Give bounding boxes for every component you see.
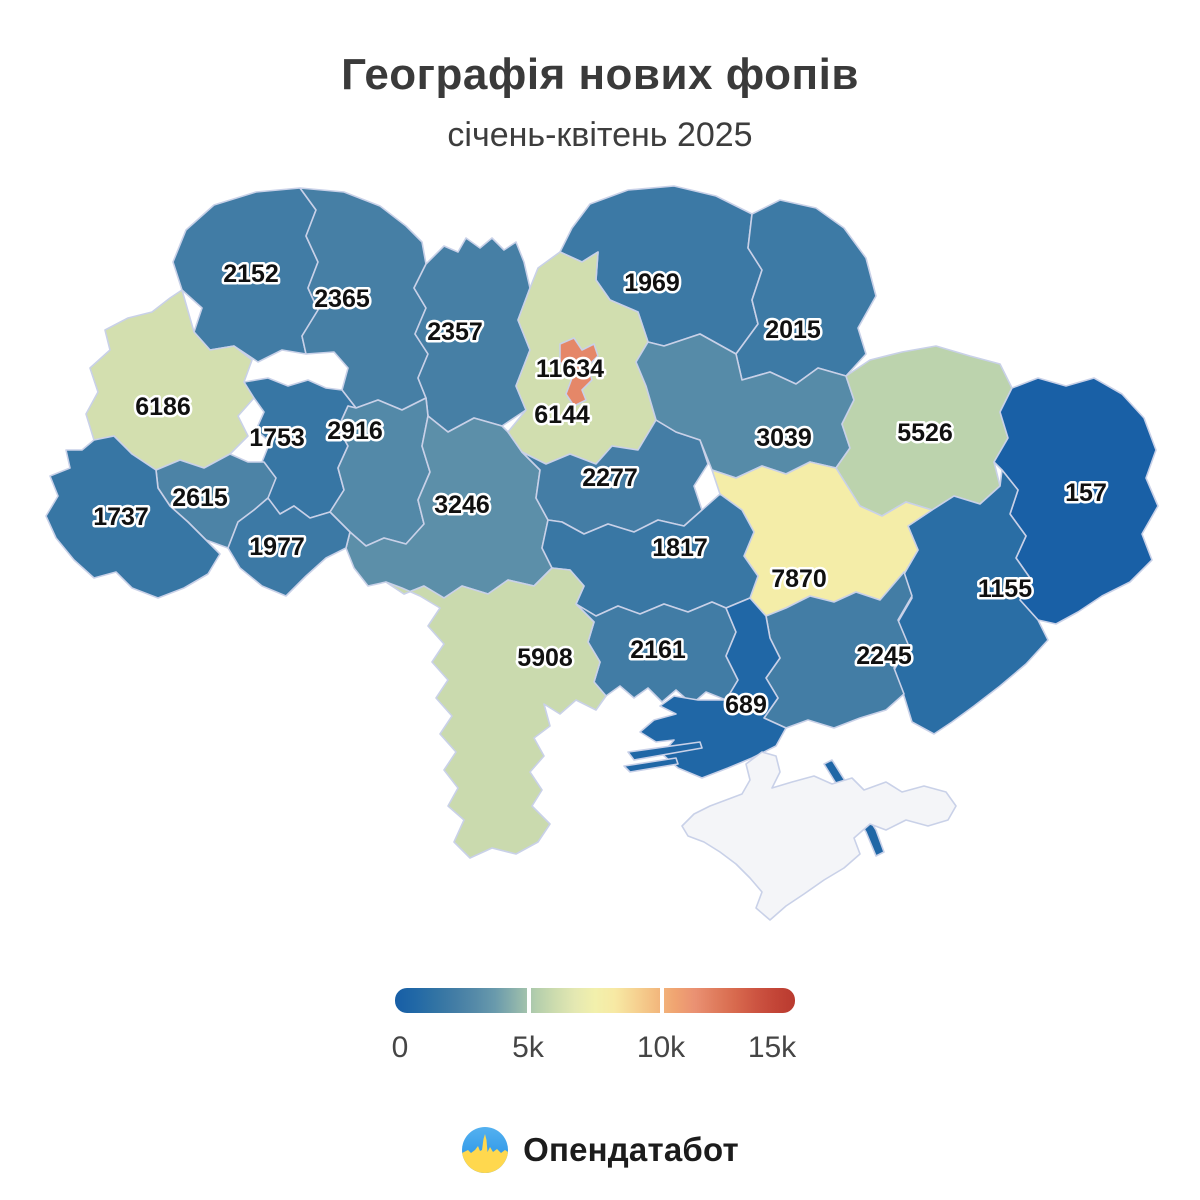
value-label-kyiv-oblast: 6144	[534, 401, 590, 429]
value-label-mykolaiv: 2161	[630, 636, 686, 664]
value-label-vinnytsia: 3246	[434, 491, 490, 519]
color-legend: 0 5k 10k 15k	[391, 988, 797, 1071]
header: Географія нових фопів січень-квітень 202…	[0, 50, 1200, 155]
region-sumy	[735, 199, 877, 385]
region-kyiv-city	[559, 337, 599, 407]
value-label-khmelnytskyi: 2916	[327, 417, 383, 445]
value-label-poltava: 3039	[756, 424, 812, 452]
value-label-sumy: 2015	[765, 316, 821, 344]
region-donetsk	[893, 469, 1049, 735]
value-label-cherkasy: 2277	[582, 464, 638, 492]
legend-label-10k: 10k	[636, 1031, 686, 1064]
value-label-luhansk: 157	[1065, 479, 1107, 507]
value-label-lviv: 6186	[135, 393, 191, 421]
map-value-labels: 2152 2365 2357 6144 11634 1969 2015 6186…	[91, 258, 1110, 722]
value-label-kharkiv: 5526	[897, 419, 953, 447]
value-label-ivano-frankivsk: 2615	[172, 484, 228, 512]
legend-gradient-bar	[395, 988, 795, 1013]
value-label-chernihiv: 1969	[624, 269, 680, 297]
region-chernivtsi	[227, 497, 351, 597]
legend-label-15k: 15k	[747, 1031, 797, 1064]
value-label-kirovohrad: 1817	[652, 534, 708, 562]
region-kherson-kinburn-spit	[627, 741, 703, 761]
legend-labels: 0 5k 10k 15k	[391, 1031, 797, 1071]
value-label-volyn: 2152	[223, 260, 279, 288]
legend-tick-5k	[527, 988, 531, 1013]
map-regions	[45, 185, 1159, 921]
brand-footer: Опендатабот	[0, 1126, 1200, 1174]
value-label-chernivtsi: 1977	[249, 533, 305, 561]
value-label-odesa: 5908	[517, 644, 573, 672]
region-zakarpattia	[45, 435, 221, 599]
region-odesa	[385, 567, 607, 859]
legend-label-5k: 5k	[512, 1031, 544, 1064]
legend-label-0: 0	[391, 1031, 409, 1064]
value-label-zakarpattia: 1737	[93, 503, 149, 531]
region-crimea	[681, 751, 957, 921]
value-label-rivne: 2365	[314, 285, 370, 313]
region-kherson-tendra-spit	[623, 757, 679, 773]
page-subtitle: січень-квітень 2025	[447, 116, 753, 154]
opendatabot-logo-icon	[462, 1127, 509, 1173]
value-label-kherson: 689	[725, 691, 767, 719]
page-title: Географія нових фопів	[341, 50, 859, 99]
value-label-ternopil: 1753	[249, 424, 305, 452]
value-label-dnipro: 7870	[771, 565, 827, 593]
legend-tick-10k	[660, 988, 664, 1013]
value-label-zhytomyr: 2357	[427, 318, 483, 346]
value-label-zaporizhzhia: 2245	[856, 642, 912, 670]
brand-name: Опендатабот	[523, 1131, 739, 1168]
value-label-donetsk: 1155	[978, 575, 1032, 603]
region-lviv	[85, 289, 255, 471]
value-label-kyiv-city: 11634	[536, 355, 604, 383]
